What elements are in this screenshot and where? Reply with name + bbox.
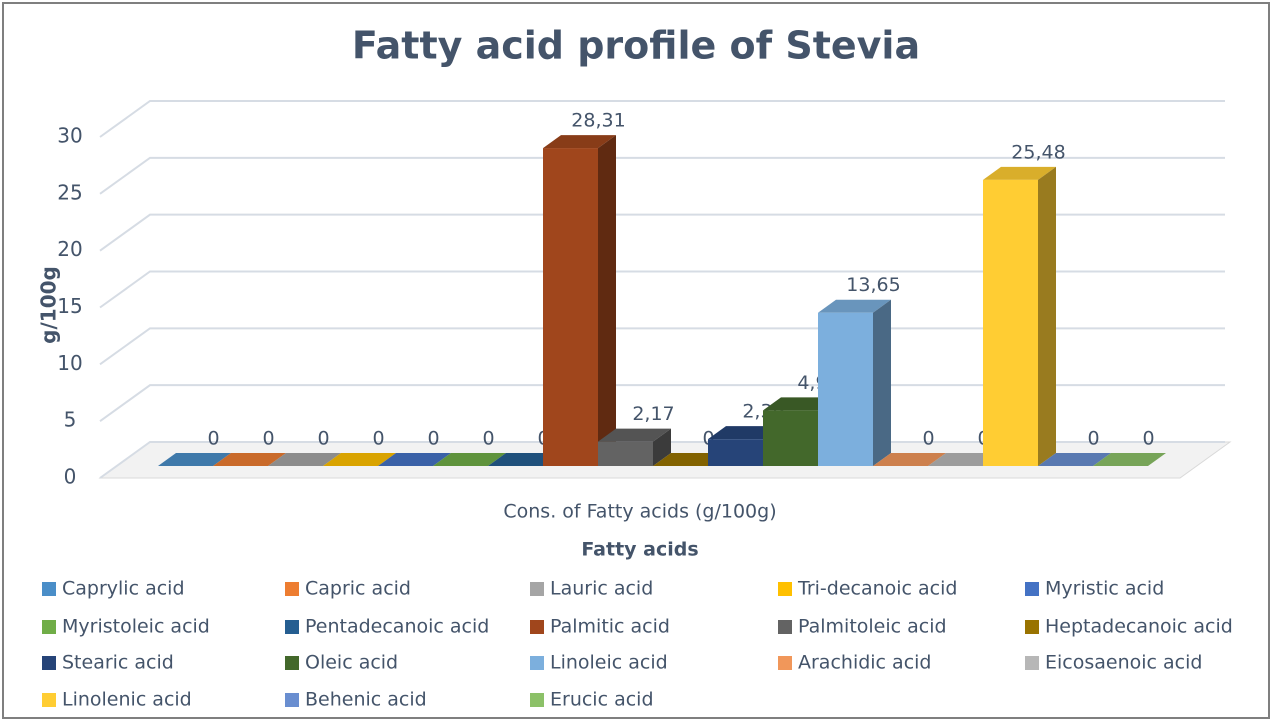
value-label: 0: [317, 428, 329, 450]
bar-top: [873, 453, 946, 466]
bar: [818, 312, 873, 466]
category-label: Cons. of Fatty acids (g/100g): [503, 501, 776, 523]
bar-top: [653, 453, 726, 466]
bar-top: [213, 453, 286, 466]
bar-side: [653, 428, 671, 466]
bar-top: [818, 299, 891, 313]
bar-top: [543, 135, 616, 149]
bar-top: [433, 453, 506, 466]
legend-swatch: [42, 620, 56, 634]
y-tick-label: 0: [64, 465, 77, 489]
value-label: 0: [207, 428, 219, 450]
bar: [543, 148, 598, 466]
value-label: 28,31: [571, 110, 625, 132]
value-label: 13,65: [846, 274, 900, 296]
y-tick-label: 10: [57, 351, 82, 375]
bar-top: [488, 453, 561, 466]
legend-label: Tri-decanoic acid: [797, 578, 957, 600]
bar-top: [983, 166, 1056, 180]
bar-top: [378, 453, 451, 466]
legend-label: Eicosaenoic acid: [1045, 652, 1202, 674]
bar-top: [158, 453, 231, 466]
legend-swatch: [285, 693, 299, 707]
bar-top: [323, 453, 396, 466]
legend-swatch: [530, 582, 544, 596]
legend-swatch: [1025, 656, 1039, 670]
bar: [598, 441, 653, 466]
legend-label: Oleic acid: [305, 652, 398, 674]
value-label: 0: [372, 428, 384, 450]
legend-swatch: [285, 620, 299, 634]
legend-label: Arachidic acid: [798, 652, 931, 674]
legend-swatch: [778, 620, 792, 634]
legend-swatch: [778, 582, 792, 596]
legend-label: Caprylic acid: [62, 578, 185, 600]
legend-label: Linoleic acid: [550, 652, 668, 674]
legend-swatch: [42, 656, 56, 670]
bar: [763, 410, 818, 466]
legend-label: Myristoleic acid: [62, 616, 210, 638]
x-axis-title: Fatty acids: [581, 539, 698, 561]
legend-label: Behenic acid: [305, 689, 427, 711]
grid-line: [99, 213, 1225, 252]
value-label: 0: [262, 428, 274, 450]
bar-side: [1038, 166, 1056, 467]
value-label: 0: [1087, 428, 1099, 450]
y-tick-label: 25: [57, 180, 82, 204]
legend-swatch: [285, 582, 299, 596]
legend-swatch: [1025, 620, 1039, 634]
bar-top: [1038, 453, 1111, 466]
value-label: 2,17: [632, 403, 674, 425]
legend-label: Linolenic acid: [62, 689, 192, 711]
y-axis-title: g/100g: [37, 266, 61, 344]
value-label: 0: [1142, 428, 1154, 450]
legend-swatch: [42, 693, 56, 707]
bar: [983, 179, 1038, 467]
legend-swatch: [530, 693, 544, 707]
grid-line: [99, 270, 1225, 309]
y-tick-label: 30: [57, 124, 82, 148]
legend-swatch: [1025, 582, 1039, 596]
legend-swatch: [530, 656, 544, 670]
legend-label: Erucic acid: [550, 689, 654, 711]
value-label: 0: [427, 428, 439, 450]
bar-top: [928, 453, 1001, 466]
legend-label: Myristic acid: [1045, 578, 1164, 600]
y-tick-label: 20: [57, 237, 82, 261]
bar-top: [763, 397, 836, 411]
legend-swatch: [530, 620, 544, 634]
bar-top: [1093, 453, 1166, 466]
legend-label: Palmitic acid: [550, 616, 670, 638]
legend-swatch: [778, 656, 792, 670]
legend-label: Capric acid: [305, 578, 411, 600]
legend-label: Heptadecanoic acid: [1045, 616, 1233, 638]
legend-label: Lauric acid: [550, 578, 653, 600]
value-label: 25,48: [1011, 141, 1065, 163]
legend-swatch: [42, 582, 56, 596]
legend-swatch: [285, 656, 299, 670]
y-tick-label: 5: [64, 408, 77, 432]
bar-top: [268, 453, 341, 466]
y-tick-label: 15: [57, 294, 82, 318]
bar-side: [598, 135, 616, 466]
chart-title: Fatty acid profile of Stevia: [352, 24, 920, 68]
bar-top: [708, 426, 781, 440]
grid-line: [99, 100, 1225, 138]
grid-line: [99, 327, 1225, 366]
grid-line: [99, 156, 1225, 195]
bar: [708, 439, 763, 466]
bar-top: [598, 428, 671, 442]
value-label: 0: [482, 428, 494, 450]
legend-label: Stearic acid: [62, 652, 174, 674]
legend-label: Pentadecanoic acid: [305, 616, 489, 638]
legend-label: Palmitoleic acid: [798, 616, 947, 638]
value-label: 0: [922, 428, 934, 450]
bar-side: [873, 299, 891, 466]
